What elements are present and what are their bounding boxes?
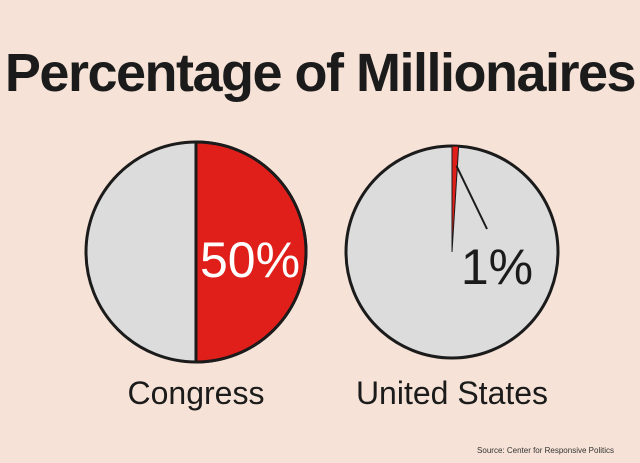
- pie-chart-congress: 50% Congress: [84, 140, 308, 411]
- pie-slice-congress-millionaires: [194, 140, 308, 364]
- chart-title: Percentage of Millionaires: [4, 43, 637, 103]
- pie-chart-united-states: 1% United States: [344, 144, 560, 411]
- category-label-congress: Congress: [128, 375, 265, 411]
- value-label-congress: 50%: [200, 232, 300, 288]
- category-label-united-states: United States: [356, 375, 548, 411]
- leader-line-united-states: [455, 165, 488, 230]
- source-note: Source: Center for Responsive Politics: [477, 446, 614, 455]
- value-label-united-states: 1%: [461, 239, 533, 295]
- pie-slice-united-states-millionaires: [451, 145, 460, 253]
